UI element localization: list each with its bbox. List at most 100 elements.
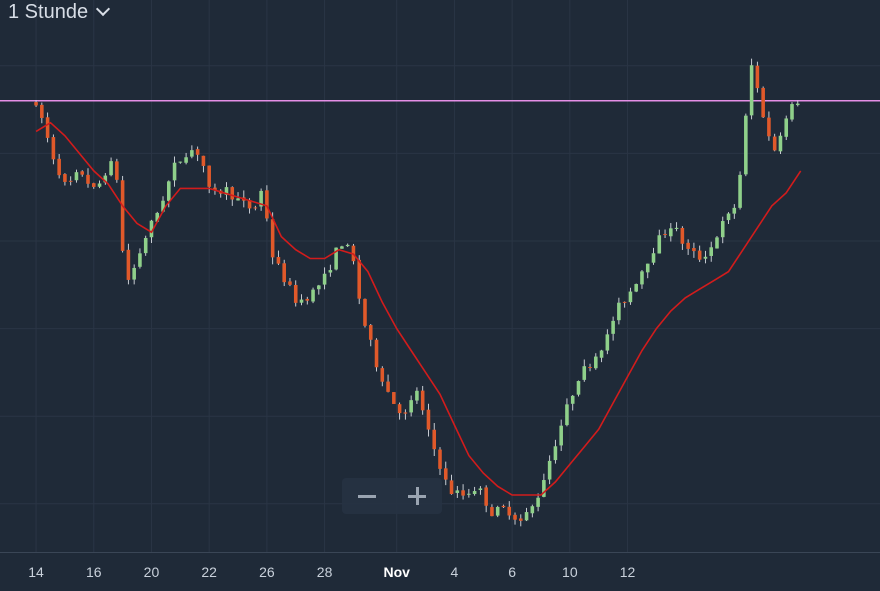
candle-body (132, 267, 136, 280)
candle-body (576, 381, 581, 395)
candle-body (409, 400, 413, 413)
chevron-down-icon (96, 1, 111, 17)
candle-body (761, 87, 765, 118)
candle-body (80, 171, 85, 175)
candle-body (166, 181, 171, 201)
candle-body (622, 301, 627, 303)
candle-body (542, 480, 546, 497)
candle-body (155, 212, 160, 222)
candle-body (582, 366, 587, 380)
x-tick-label: 14 (28, 564, 44, 580)
candle-body (651, 253, 656, 263)
candle-body (490, 507, 494, 517)
candle-body (663, 233, 667, 236)
candle-body (432, 429, 437, 450)
candle-body (397, 404, 402, 414)
candle-body (190, 150, 194, 157)
candle-body (784, 118, 789, 137)
candle-body (288, 281, 292, 285)
candle-body (634, 284, 638, 292)
candle-body (357, 259, 362, 299)
candle-body (467, 493, 471, 495)
candle-body (501, 505, 506, 508)
candle-body (559, 425, 563, 446)
zoom-out-button[interactable] (342, 478, 392, 514)
candle-body (513, 514, 517, 520)
candle-body (149, 220, 154, 238)
candle-body (184, 157, 188, 163)
candle-body (259, 190, 263, 207)
x-tick-label: Nov (383, 564, 410, 580)
candle-body (686, 242, 690, 249)
candle-body (74, 172, 79, 181)
candle-body (224, 187, 229, 195)
candle-body (345, 244, 350, 247)
candle-body (749, 65, 754, 116)
x-tick-label: 10 (562, 564, 578, 580)
candle-body (201, 155, 206, 166)
candle-body (518, 518, 523, 521)
candle-body (236, 198, 240, 201)
candle-body (461, 490, 465, 496)
candle-body (299, 299, 304, 303)
candle-body (507, 506, 512, 516)
candle-body (732, 207, 737, 214)
candle-body (594, 356, 598, 369)
candle-body (57, 158, 61, 176)
candle-body (91, 183, 96, 187)
x-tick-label: 12 (620, 564, 636, 580)
candle-body (143, 238, 148, 254)
x-tick-label: 4 (451, 564, 459, 580)
zoom-in-button[interactable] (392, 478, 442, 514)
candle-body (213, 187, 217, 190)
candle-body (172, 162, 177, 181)
candle-body (340, 246, 344, 249)
candle-body (738, 174, 742, 208)
moving-average-line (35, 121, 802, 496)
candle-body (253, 207, 258, 209)
candle-body (426, 409, 431, 430)
x-tick-label: 26 (259, 564, 275, 580)
minus-icon (358, 494, 376, 498)
candle-body (530, 506, 535, 514)
timeframe-selector[interactable]: 1 Stunde (8, 0, 111, 24)
candle-body (109, 161, 113, 176)
candle-body (415, 390, 419, 401)
candle-body (386, 381, 390, 392)
timeframe-label: 1 Stunde (8, 0, 89, 23)
candle-body (657, 235, 662, 254)
candle-body (720, 221, 725, 238)
candle-body (138, 253, 142, 267)
candle-body (305, 298, 310, 301)
candle-body (374, 339, 379, 368)
candle-body (276, 257, 281, 264)
candle-body (472, 491, 477, 495)
candle-body (282, 263, 286, 283)
plus-icon (408, 487, 426, 505)
candle-body (726, 213, 731, 221)
candle-body (611, 320, 615, 334)
candle-body (265, 190, 269, 219)
candle-body (599, 350, 604, 358)
x-axis-line (0, 552, 880, 553)
candle-body (755, 65, 760, 89)
candle-body (334, 247, 338, 270)
candle-body (368, 325, 373, 340)
candle-body (692, 248, 696, 252)
candle-body (126, 249, 131, 280)
candle-body (709, 247, 714, 256)
candle-body (311, 289, 315, 302)
candle-body (790, 104, 794, 120)
candle-body (230, 187, 235, 200)
candle-body (772, 136, 777, 151)
candle-body (669, 228, 673, 237)
candle-body (86, 174, 90, 184)
candle-body (536, 497, 540, 507)
candle-body (63, 174, 67, 182)
candle-body (795, 103, 800, 106)
candle-body (778, 135, 783, 152)
candle-body (51, 137, 56, 160)
candle-body (207, 165, 211, 187)
